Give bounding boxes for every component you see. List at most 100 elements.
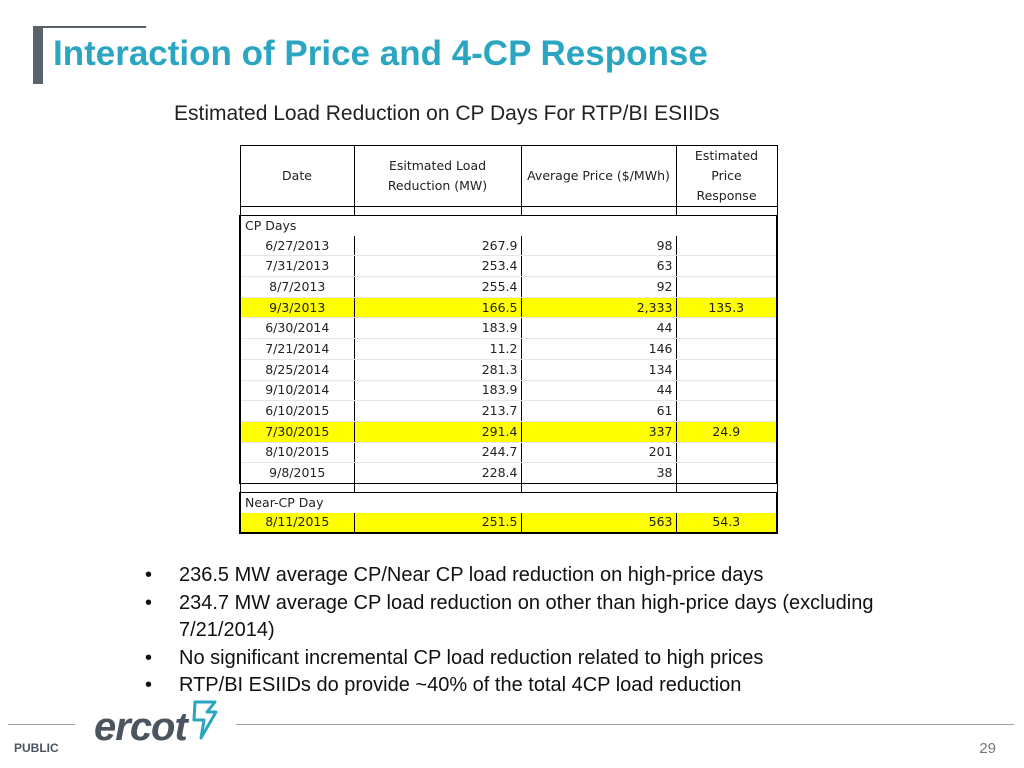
price-response-cell <box>675 255 778 278</box>
spacer-cell <box>353 206 522 216</box>
date-cell: 8/11/2015 <box>239 512 354 535</box>
date-cell: 6/30/2014 <box>239 317 354 340</box>
load-reduction-cell: 255.4 <box>353 276 521 298</box>
bullet-list: • 236.5 MW average CP/Near CP load reduct… <box>145 562 905 700</box>
price-response-cell <box>675 235 778 257</box>
average-price-cell: 201 <box>520 442 676 464</box>
load-reduction-table: Date Esitmated Load Reduction (MW) Avera… <box>239 145 778 535</box>
bullet-text: 234.7 MW average CP load reduction on ot… <box>179 591 874 642</box>
bullet-item: • 234.7 MW average CP load reduction on o… <box>145 590 905 645</box>
title-accent-bar <box>33 26 43 84</box>
spacer-cell <box>520 482 677 493</box>
table-row: 8/25/2014 281.3 134 <box>239 359 778 381</box>
price-response-cell: 135.3 <box>675 297 778 319</box>
table-row: 7/30/2015 291.4 337 24.9 <box>239 421 778 443</box>
bullet-text: 236.5 MW average CP/Near CP load reducti… <box>179 564 764 586</box>
table-row: 9/8/2015 228.4 38 <box>239 462 778 484</box>
average-price-cell: 61 <box>520 400 676 422</box>
ercot-logo: ercot <box>94 700 219 749</box>
date-cell: 7/31/2013 <box>239 255 354 278</box>
header-date: Date <box>239 145 355 207</box>
bullet-item: • No significant incremental CP load redu… <box>145 645 905 673</box>
average-price-cell: 98 <box>520 235 676 257</box>
average-price-cell: 146 <box>520 338 676 360</box>
price-response-cell <box>675 276 778 298</box>
date-cell: 7/30/2015 <box>239 421 354 443</box>
bullet-text: No significant incremental CP load reduc… <box>179 646 764 669</box>
price-response-cell <box>675 442 778 464</box>
date-cell: 8/25/2014 <box>239 359 354 381</box>
date-cell: 6/27/2013 <box>239 235 354 257</box>
load-reduction-cell: 267.9 <box>353 235 521 257</box>
date-cell: 7/21/2014 <box>239 338 354 360</box>
table-spacer-row <box>239 206 778 216</box>
price-response-cell: 24.9 <box>675 421 778 443</box>
average-price-cell: 92 <box>520 276 676 298</box>
table-group-row: CP Days <box>239 215 778 236</box>
load-reduction-cell: 166.5 <box>353 297 521 319</box>
footer-divider-right <box>236 724 1014 725</box>
price-response-cell <box>675 380 778 402</box>
bullet-symbol: • <box>145 564 153 586</box>
table-row: 8/11/2015 251.5 563 54.3 <box>239 512 778 535</box>
load-reduction-cell: 291.4 <box>353 421 521 443</box>
load-reduction-cell: 228.4 <box>353 462 521 484</box>
price-response-cell <box>675 359 778 381</box>
header-load-reduction: Esitmated Load Reduction (MW) <box>353 145 522 207</box>
table-row: 6/30/2014 183.9 44 <box>239 317 778 340</box>
spacer-cell <box>353 482 522 493</box>
date-cell: 9/8/2015 <box>239 462 354 484</box>
table-row: 9/10/2014 183.9 44 <box>239 380 778 402</box>
bullet-item: • 236.5 MW average CP/Near CP load reduct… <box>145 562 905 590</box>
date-cell: 8/10/2015 <box>239 442 354 464</box>
classification-label: PUBLIC <box>14 741 59 755</box>
table-row: 7/31/2013 253.4 63 <box>239 255 778 278</box>
header-price-response: Estimated Price Response <box>675 145 778 207</box>
slide-title: Interaction of Price and 4-CP Response <box>53 34 708 73</box>
average-price-cell: 63 <box>520 255 676 278</box>
date-cell: 9/10/2014 <box>239 380 354 402</box>
price-response-cell <box>675 317 778 340</box>
table-group-row: Near-CP Day <box>239 492 778 513</box>
average-price-cell: 44 <box>520 380 676 402</box>
load-reduction-cell: 213.7 <box>353 400 521 422</box>
table-spacer-row <box>239 482 778 493</box>
average-price-cell: 2,333 <box>520 297 676 319</box>
date-cell: 9/3/2013 <box>239 297 354 319</box>
load-reduction-cell: 281.3 <box>353 359 521 381</box>
load-reduction-cell: 183.9 <box>353 380 521 402</box>
table-row: 9/3/2013 166.5 2,333 135.3 <box>239 297 778 319</box>
bullet-symbol: • <box>145 591 153 614</box>
bullet-item: • RTP/BI ESIIDs do provide ~40% of the to… <box>145 672 905 700</box>
footer-divider-left <box>8 724 75 725</box>
table-row: 8/7/2013 255.4 92 <box>239 276 778 298</box>
load-reduction-cell: 183.9 <box>353 317 521 340</box>
bullet-text: RTP/BI ESIIDs do provide ~40% of the tot… <box>179 674 742 696</box>
average-price-cell: 563 <box>520 512 676 535</box>
price-response-cell: 54.3 <box>675 512 778 535</box>
spacer-cell <box>675 482 778 493</box>
table-subtitle: Estimated Load Reduction on CP Days For … <box>174 102 720 125</box>
average-price-cell: 38 <box>520 462 676 484</box>
table-header-row: Date Esitmated Load Reduction (MW) Avera… <box>239 145 778 207</box>
average-price-cell: 134 <box>520 359 676 381</box>
price-response-cell <box>675 338 778 360</box>
group-label: CP Days <box>239 215 778 236</box>
spacer-cell <box>239 482 355 493</box>
logo-text: ercot <box>94 705 188 749</box>
average-price-cell: 337 <box>520 421 676 443</box>
bullet-symbol: • <box>145 674 153 696</box>
load-reduction-cell: 253.4 <box>353 255 521 278</box>
table-row: 7/21/2014 11.2 146 <box>239 338 778 360</box>
table-row: 6/27/2013 267.9 98 <box>239 235 778 257</box>
group-label: Near-CP Day <box>239 492 778 513</box>
table-row: 8/10/2015 244.7 201 <box>239 442 778 464</box>
spacer-cell <box>520 206 677 216</box>
average-price-cell: 44 <box>520 317 676 340</box>
spacer-cell <box>239 206 355 216</box>
title-accent-line <box>43 26 146 28</box>
lightning-bolt-icon <box>189 700 219 745</box>
spacer-cell <box>675 206 778 216</box>
date-cell: 6/10/2015 <box>239 400 354 422</box>
header-average-price: Average Price ($/MWh) <box>520 145 677 207</box>
